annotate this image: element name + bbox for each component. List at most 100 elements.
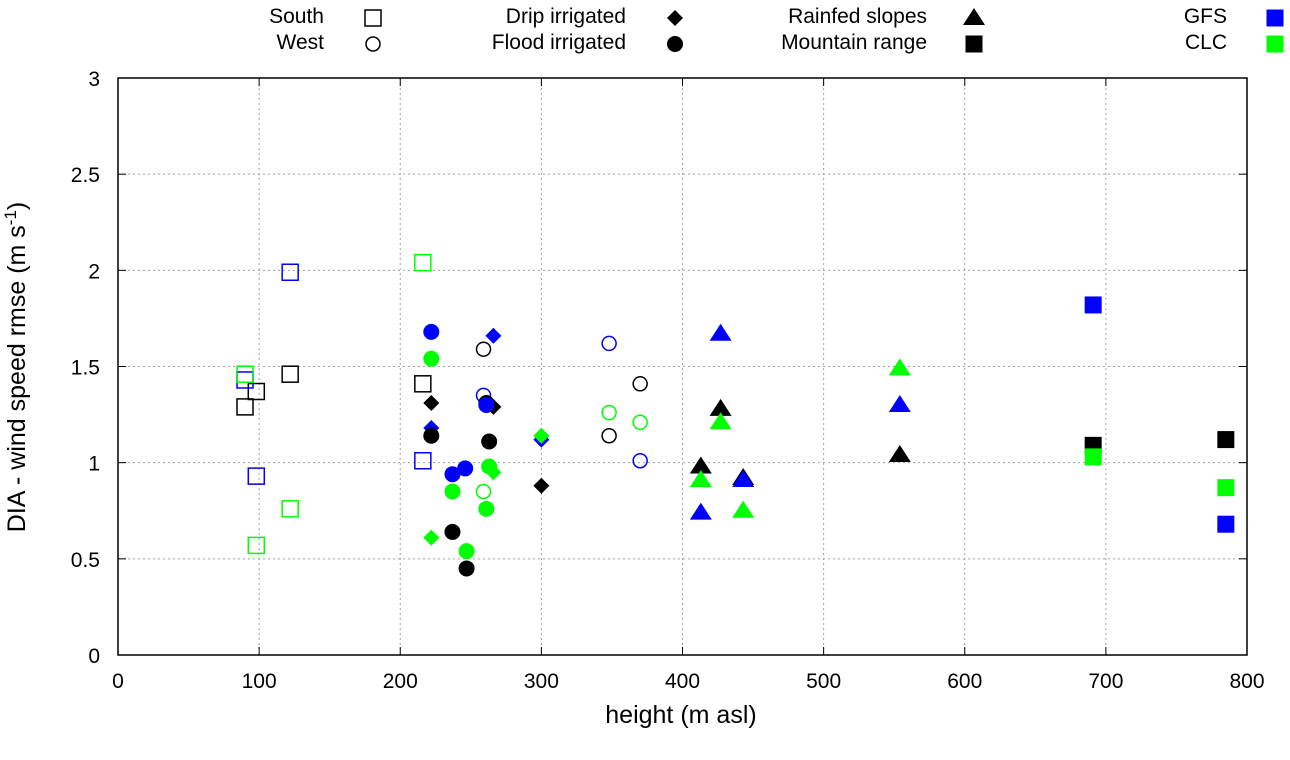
- data-point: [414, 375, 432, 393]
- series-west-dia: [475, 341, 648, 444]
- x-tick-label: 100: [242, 670, 277, 693]
- data-point: [478, 396, 495, 413]
- data-point: [247, 382, 266, 401]
- data-point: [481, 433, 498, 450]
- data-point: [888, 394, 911, 412]
- series-rainfed-slopes-clc: [689, 358, 911, 518]
- legend-marker-open-square-icon: [364, 9, 382, 27]
- data-point: [709, 323, 732, 341]
- y-axis-title-end: ): [3, 202, 31, 210]
- data-point: [533, 427, 550, 444]
- x-tick-labels: 0 100 200 300 400 500 600 700 800: [112, 670, 1264, 693]
- y-axis-title: DIA - wind speed rmse (m s-1): [1, 202, 31, 532]
- data-point: [1084, 296, 1102, 314]
- y-tick-label: 1.5: [71, 357, 100, 380]
- data-point: [632, 376, 648, 392]
- y-tick-label: 1: [88, 453, 100, 476]
- series-south-gfs: [236, 263, 432, 485]
- y-tick-label: 3: [88, 68, 100, 91]
- data-point: [247, 536, 266, 555]
- x-tick-label: 500: [806, 670, 841, 693]
- data-point: [444, 466, 461, 483]
- data-point: [533, 477, 550, 494]
- legend-label: Rainfed slopes: [788, 5, 927, 28]
- data-point: [601, 404, 617, 421]
- legend-marker-filled-square-icon: [965, 35, 983, 53]
- y-tick-label: 0: [88, 645, 100, 668]
- legend-label: GFS: [1184, 5, 1227, 28]
- series-mountain-range-clc: [1084, 448, 1235, 497]
- legend-label: Drip irrigated: [506, 5, 626, 28]
- data-point: [236, 371, 254, 389]
- legend-marker-filled-diamond-icon: [667, 10, 683, 26]
- data-points: [236, 253, 1235, 577]
- data-point: [281, 500, 299, 518]
- data-point: [709, 398, 732, 416]
- data-point: [444, 523, 461, 540]
- data-point: [281, 365, 299, 383]
- x-tick-label: 800: [1229, 670, 1264, 693]
- y-tick-label: 0.5: [71, 549, 100, 572]
- data-point: [709, 412, 732, 430]
- data-point: [457, 460, 474, 477]
- data-point: [414, 451, 432, 470]
- data-point: [689, 456, 712, 474]
- y-tick-label: 2.5: [71, 164, 100, 187]
- data-point: [888, 444, 911, 462]
- data-point: [423, 395, 440, 412]
- series-south-clc: [236, 253, 432, 555]
- data-point: [601, 335, 617, 352]
- x-axis-title: height (m asl): [605, 701, 756, 729]
- data-point: [475, 483, 492, 500]
- data-point: [247, 467, 266, 485]
- data-point: [423, 529, 440, 546]
- legend-label: CLC: [1185, 31, 1227, 54]
- data-point: [888, 358, 911, 376]
- data-point: [732, 469, 755, 487]
- series-west-gfs: [475, 335, 648, 469]
- series-west-clc: [475, 404, 648, 500]
- legend-marker-filled-triangle-icon: [963, 8, 985, 25]
- x-tick-label: 700: [1088, 670, 1123, 693]
- series-south-dia: [236, 365, 432, 416]
- legend-marker-open-circle-icon: [365, 36, 381, 52]
- legend-marker-filled-circle-icon: [667, 36, 683, 52]
- data-point: [423, 350, 440, 367]
- data-point: [423, 323, 440, 340]
- data-point: [689, 469, 712, 487]
- series-mountain-range-gfs: [1084, 296, 1235, 533]
- legend-color-swatch-icon: [1266, 35, 1284, 53]
- legend-color-swatch-icon: [1266, 9, 1284, 27]
- legend-label: South: [269, 5, 324, 28]
- data-point: [1217, 431, 1235, 449]
- data-point: [458, 560, 475, 577]
- data-point: [689, 502, 712, 520]
- legend-label: Mountain range: [781, 31, 927, 54]
- data-point: [444, 483, 461, 500]
- x-tick-label: 0: [112, 670, 124, 693]
- series-flood-irrigated-gfs: [423, 323, 495, 483]
- data-point: [1217, 479, 1235, 497]
- data-point: [485, 327, 502, 344]
- x-tick-label: 400: [665, 670, 700, 693]
- legend-label: Flood irrigated: [492, 31, 626, 54]
- data-point: [458, 543, 475, 560]
- data-point: [732, 500, 755, 518]
- y-axis-title-main: DIA - wind speed rmse (m s: [3, 225, 31, 532]
- data-point: [236, 365, 254, 383]
- grid-lines: [118, 78, 1247, 655]
- series-flood-irrigated-clc: [423, 350, 498, 560]
- data-point: [481, 458, 498, 475]
- legend-label: West: [277, 31, 325, 54]
- y-tick-label: 2: [88, 260, 100, 283]
- series-mountain-range-dia: [1084, 431, 1235, 454]
- data-point: [1217, 515, 1235, 533]
- data-point: [281, 263, 299, 282]
- data-point: [632, 414, 648, 431]
- series-rainfed-slopes-dia: [689, 398, 911, 486]
- data-point: [478, 500, 495, 517]
- y-tick-labels: 0 0.5 1 1.5 2 2.5 3: [71, 68, 100, 668]
- data-point: [423, 427, 440, 444]
- data-point: [236, 398, 254, 416]
- axes: [117, 77, 1248, 656]
